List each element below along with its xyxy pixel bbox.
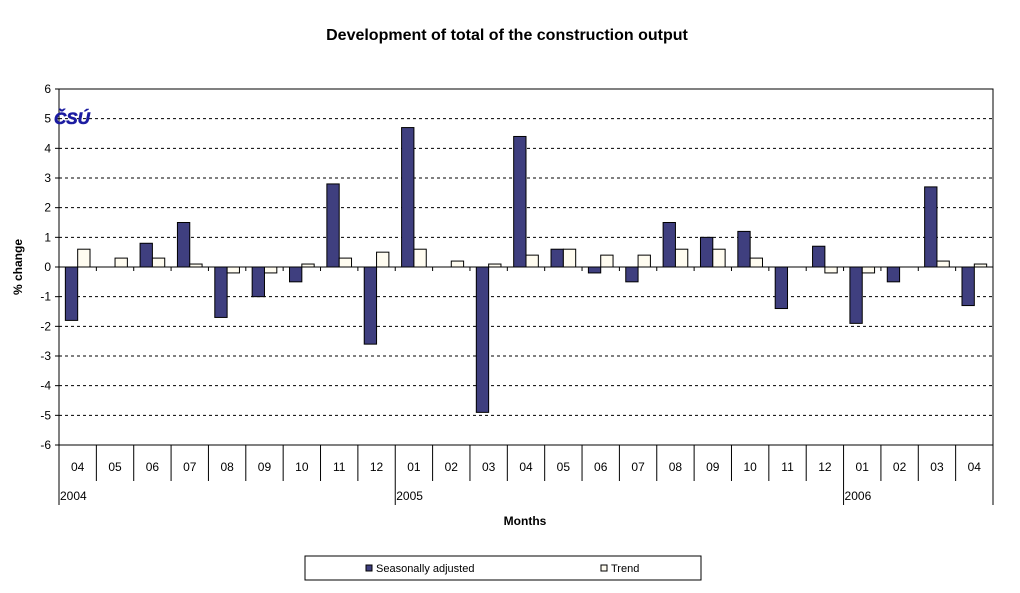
bar-seasonally-adjusted [326, 183, 340, 268]
x-tick-label: 02 [893, 460, 907, 474]
bar-trend [674, 248, 689, 268]
y-tick-label: -5 [40, 408, 51, 422]
bar-seasonally-adjusted [662, 222, 676, 268]
y-tick-label: 4 [44, 141, 51, 155]
x-tick-label: 09 [258, 460, 272, 474]
bar-seasonally-adjusted [550, 248, 564, 268]
bar-seasonally-adjusted [64, 266, 79, 321]
bar-trend [600, 254, 614, 268]
bar-seasonally-adjusted [737, 230, 751, 268]
bar-trend [450, 260, 465, 268]
legend: Seasonally adjusted Trend [304, 555, 702, 581]
x-tick-label: 12 [370, 460, 384, 474]
year-label: 2004 [60, 489, 87, 503]
x-tick-label: 08 [220, 460, 234, 474]
bar-trend [712, 248, 726, 268]
y-tick-label: 5 [44, 112, 51, 126]
x-tick-label: 08 [669, 460, 683, 474]
x-tick-label: 06 [594, 460, 608, 474]
bar-trend [824, 266, 838, 274]
bar-trend [562, 248, 577, 268]
bar-trend [77, 248, 91, 268]
y-tick-label: -2 [40, 319, 51, 333]
y-tick-label: -1 [40, 290, 51, 304]
bar-seasonally-adjusted [363, 266, 378, 345]
chart-title: Development of total of the construction… [326, 27, 688, 44]
x-tick-label: 10 [743, 460, 757, 474]
bar-trend [413, 248, 427, 268]
bar-seasonally-adjusted [699, 236, 714, 268]
bar-trend [114, 257, 128, 268]
y-tick-label: -6 [40, 438, 51, 452]
bar-trend [226, 266, 240, 274]
x-tick-label: 04 [71, 460, 85, 474]
bar-seasonally-adjusted [812, 245, 826, 268]
bar-trend [637, 254, 651, 268]
y-tick-label: -3 [40, 349, 51, 363]
bar-seasonally-adjusted [849, 266, 863, 324]
year-label: 2005 [396, 489, 423, 503]
bar-seasonally-adjusted [251, 266, 265, 298]
bar-seasonally-adjusted [475, 266, 490, 413]
x-tick-label: 02 [445, 460, 459, 474]
bar-seasonally-adjusted [886, 266, 901, 283]
y-tick-label: 3 [44, 171, 51, 185]
x-axis-label: Months [504, 514, 547, 528]
x-tick-label: 03 [930, 460, 944, 474]
bar-seasonally-adjusted [961, 266, 975, 307]
bar-seasonally-adjusted [513, 135, 527, 268]
bar-seasonally-adjusted [214, 266, 228, 318]
x-tick-label: 09 [706, 460, 720, 474]
x-tick-label: 07 [183, 460, 197, 474]
bar-seasonally-adjusted [587, 266, 602, 274]
bar-trend [749, 257, 763, 268]
legend-label-trend: Trend [611, 563, 639, 575]
csu-logo: ČSÚ [54, 109, 91, 128]
y-tick-label: 2 [44, 201, 51, 215]
x-tick-label: 05 [557, 460, 571, 474]
x-tick-label: 04 [968, 460, 982, 474]
x-tick-label: 04 [519, 460, 533, 474]
bar-seasonally-adjusted [625, 266, 639, 283]
bar-seasonally-adjusted [924, 186, 938, 268]
bar-trend [338, 257, 353, 268]
x-tick-label: 11 [333, 460, 346, 474]
x-tick-label: 12 [818, 460, 832, 474]
x-tick-label: 01 [856, 460, 870, 474]
x-tick-label: 10 [295, 460, 309, 474]
bar-seasonally-adjusted [139, 242, 153, 268]
x-tick-label: 01 [407, 460, 421, 474]
y-tick-label: 6 [44, 82, 51, 96]
y-tick-label: 0 [44, 260, 51, 274]
legend-swatch-trend [600, 564, 608, 572]
legend-swatch-seasonally-adjusted [365, 564, 373, 572]
y-tick-label: 1 [44, 230, 51, 244]
x-tick-label: 03 [482, 460, 496, 474]
bar-trend [263, 266, 278, 274]
x-tick-label: 11 [781, 460, 794, 474]
y-tick-label: -4 [40, 379, 51, 393]
bar-trend [151, 257, 166, 268]
bar-trend [525, 254, 539, 268]
legend-label-seasonally-adjusted: Seasonally adjusted [376, 563, 474, 575]
x-tick-label: 06 [146, 460, 160, 474]
bar-seasonally-adjusted [289, 266, 303, 283]
bar-trend [936, 260, 950, 268]
x-tick-label: 05 [108, 460, 122, 474]
bar-trend [376, 251, 390, 268]
bar-trend [861, 266, 876, 274]
bar-seasonally-adjusted [774, 266, 789, 310]
y-axis-label: % change [11, 239, 25, 295]
x-tick-label: 07 [631, 460, 645, 474]
bar-seasonally-adjusted [176, 222, 191, 268]
bar-seasonally-adjusted [401, 127, 415, 268]
year-label: 2006 [845, 489, 872, 503]
